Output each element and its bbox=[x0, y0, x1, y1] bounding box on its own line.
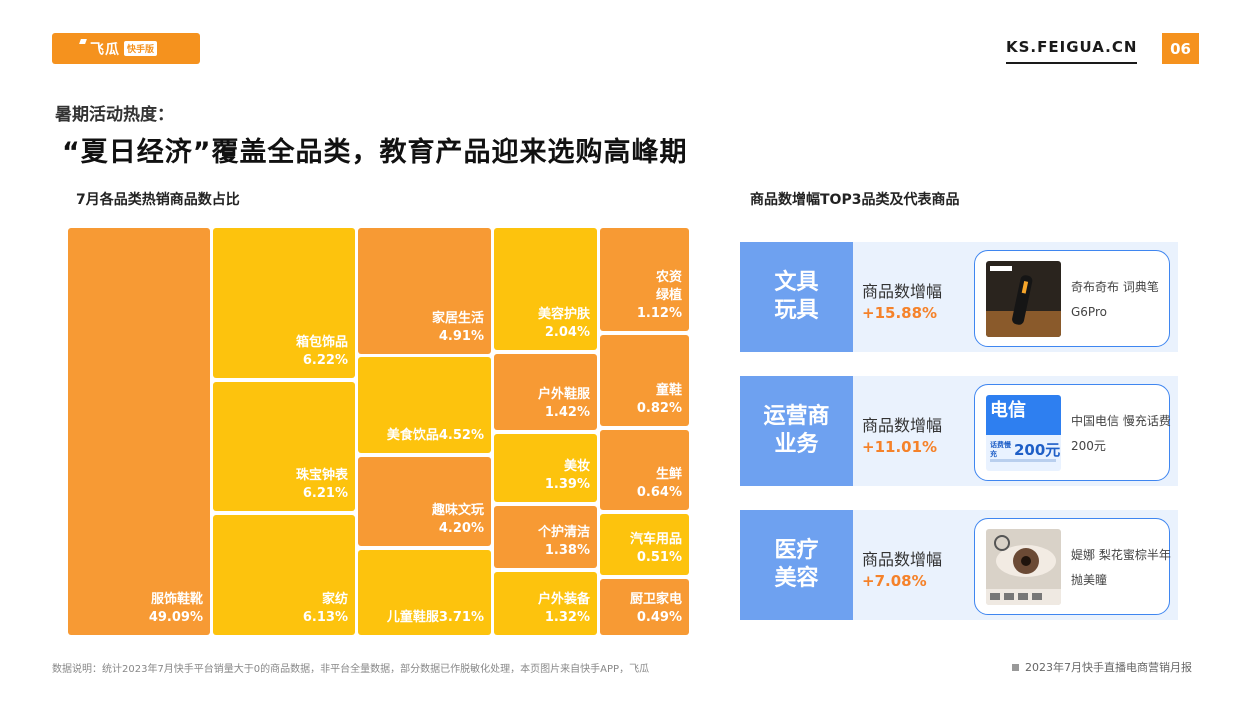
tile-value: 49.09% bbox=[148, 610, 203, 625]
report-name: 2023年7月快手直播电商营销月报 bbox=[1012, 659, 1192, 675]
tile-value: 1.42% bbox=[544, 405, 590, 420]
tile-value: 0.64% bbox=[636, 485, 682, 500]
tile-value: 0.51% bbox=[636, 550, 682, 565]
tile-value: 0.49% bbox=[636, 610, 682, 625]
metric-label: 商品数增幅 bbox=[862, 550, 943, 569]
tile-clothing: 服饰鞋靴 49.09% bbox=[68, 228, 210, 635]
page-title: “夏日经济”覆盖全品类，教育产品迎来选购高峰期 bbox=[62, 137, 688, 168]
tile-label: 户外鞋服 bbox=[537, 387, 590, 402]
tile-label: 儿童鞋服3.71% bbox=[386, 610, 484, 625]
top3-card-telecom: 运营商 业务 商品数增幅 +11.01% 电信 话费慢充 200元 中国电信 慢充… bbox=[740, 376, 1178, 486]
tile-bags: 箱包饰品 6.22% bbox=[213, 228, 355, 378]
tile-value: 4.91% bbox=[438, 329, 484, 344]
tile-kitchen: 厨卫家电 0.49% bbox=[600, 579, 689, 635]
tile-label: 珠宝钟表 bbox=[295, 468, 348, 483]
tile-kids-shoes: 童鞋 0.82% bbox=[600, 335, 689, 426]
tile-value: 2.04% bbox=[544, 325, 590, 340]
metric-value: +11.01% bbox=[862, 438, 938, 456]
metric-value: +7.08% bbox=[862, 572, 927, 590]
top3-title: 商品数增幅TOP3品类及代表商品 bbox=[750, 192, 960, 208]
tile-kids-clothing: 儿童鞋服3.71% bbox=[358, 550, 491, 635]
product-name: 媞娜 梨花蜜棕半年抛美瞳 bbox=[1071, 548, 1171, 587]
tile-label: 箱包饰品 bbox=[295, 335, 348, 350]
brand-name: 飞瓜 bbox=[90, 41, 120, 58]
dictionary-pen-icon bbox=[986, 261, 1061, 337]
tile-collectibles: 趣味文玩 4.20% bbox=[358, 457, 491, 546]
thumb-amount: 200元 bbox=[1014, 441, 1061, 459]
category-label: 运营商 业务 bbox=[740, 376, 853, 486]
metric-label: 商品数增幅 bbox=[862, 282, 943, 301]
top3-card-stationery: 文具 玩具 商品数增幅 +15.88% 奇布奇布 词典笔G6Pro bbox=[740, 242, 1178, 352]
tile-textile: 家纺 6.13% bbox=[213, 515, 355, 635]
metric-label: 商品数增幅 bbox=[862, 416, 943, 435]
tile-label: 汽车用品 bbox=[629, 532, 682, 547]
tile-value: 0.82% bbox=[636, 401, 682, 416]
tile-food: 美食饮品4.52% bbox=[358, 357, 491, 453]
data-note: 数据说明：统计2023年7月快手平台销量大于0的商品数据，非平台全量数据，部分数… bbox=[52, 664, 650, 675]
tile-value: 6.21% bbox=[302, 486, 348, 501]
tile-jewelry: 珠宝钟表 6.21% bbox=[213, 382, 355, 511]
treemap-title: 7月各品类热销商品数占比 bbox=[76, 192, 240, 208]
bullet-square-icon bbox=[1012, 664, 1019, 671]
tile-label: 户外装备 bbox=[537, 592, 590, 607]
tile-agriculture: 农资 绿植 1.12% bbox=[600, 228, 689, 331]
tile-label: 家居生活 bbox=[431, 311, 484, 326]
logo-mark-icon bbox=[79, 39, 87, 44]
tile-value: 1.32% bbox=[544, 610, 590, 625]
tile-label: 农资 bbox=[655, 270, 682, 285]
tile-auto: 汽车用品 0.51% bbox=[600, 514, 689, 575]
tile-fresh: 生鲜 0.64% bbox=[600, 430, 689, 510]
category-label: 医疗 美容 bbox=[740, 510, 853, 620]
feigua-watermark-icon bbox=[225, 318, 725, 448]
tile-home: 家居生活 4.91% bbox=[358, 228, 491, 354]
phone-credit-icon: 电信 话费慢充 200元 bbox=[986, 395, 1061, 471]
tile-value: 4.20% bbox=[438, 521, 484, 536]
tile-label: 绿植 bbox=[655, 288, 682, 303]
metric-value: +15.88% bbox=[862, 304, 938, 322]
tile-outdoor-gear: 户外装备 1.32% bbox=[494, 572, 597, 635]
tile-value: 1.39% bbox=[544, 477, 590, 492]
tile-value: 1.38% bbox=[544, 543, 590, 558]
tile-outdoor-wear: 户外鞋服 1.42% bbox=[494, 354, 597, 430]
tile-personal-care: 个护清洁 1.38% bbox=[494, 506, 597, 568]
contact-lens-icon bbox=[986, 529, 1061, 605]
tile-label: 厨卫家电 bbox=[629, 592, 682, 607]
tile-value: 1.12% bbox=[636, 306, 682, 321]
tile-label: 趣味文玩 bbox=[431, 503, 484, 518]
tile-label: 生鲜 bbox=[655, 467, 682, 482]
site-url[interactable]: KS.FEIGUA.CN bbox=[1006, 38, 1138, 64]
thumb-title: 电信 bbox=[990, 400, 1026, 421]
tile-value: 6.22% bbox=[302, 353, 348, 368]
tile-value: 6.13% bbox=[302, 610, 348, 625]
tile-skincare: 美容护肤 2.04% bbox=[494, 228, 597, 350]
tile-label: 美妆 bbox=[563, 459, 590, 474]
product-card[interactable]: 电信 话费慢充 200元 中国电信 慢充话费200元 bbox=[974, 384, 1171, 481]
product-name: 奇布奇布 词典笔G6Pro bbox=[1071, 280, 1159, 319]
product-card[interactable]: 媞娜 梨花蜜棕半年抛美瞳 bbox=[974, 518, 1171, 615]
product-name: 中国电信 慢充话费200元 bbox=[1071, 414, 1171, 453]
tile-label: 服饰鞋靴 bbox=[150, 592, 203, 607]
tile-label: 美食饮品4.52% bbox=[386, 428, 484, 443]
top3-card-medical: 医疗 美容 商品数增幅 +7.08% 媞娜 梨花蜜棕半年抛美瞳 bbox=[740, 510, 1178, 620]
tile-label: 个护清洁 bbox=[537, 525, 590, 540]
brand-logo: 飞瓜 快手版 bbox=[52, 33, 200, 64]
tile-label: 家纺 bbox=[321, 592, 348, 607]
thumb-text: 话费慢充 bbox=[990, 441, 1011, 458]
category-label: 文具 玩具 bbox=[740, 242, 853, 352]
tile-label: 童鞋 bbox=[655, 383, 682, 398]
brand-tag: 快手版 bbox=[124, 41, 158, 56]
kicker: 暑期活动热度： bbox=[55, 105, 174, 125]
tile-makeup: 美妆 1.39% bbox=[494, 434, 597, 502]
tile-label: 美容护肤 bbox=[537, 307, 590, 322]
product-card[interactable]: 奇布奇布 词典笔G6Pro bbox=[974, 250, 1170, 347]
page-number: 06 bbox=[1162, 33, 1199, 64]
